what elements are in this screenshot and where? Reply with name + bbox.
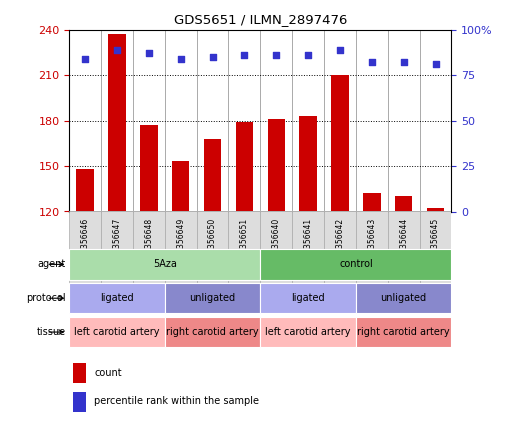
Text: left carotid artery: left carotid artery [265, 327, 351, 337]
Bar [356, 283, 451, 313]
Bar [261, 249, 451, 280]
Text: unligated: unligated [381, 293, 427, 303]
Bar [69, 212, 101, 286]
Bar [73, 392, 87, 412]
Bar [228, 212, 261, 286]
Text: GSM1356649: GSM1356649 [176, 217, 185, 269]
Text: GSM1356645: GSM1356645 [431, 217, 440, 269]
Text: control: control [339, 259, 373, 269]
Text: agent: agent [37, 259, 66, 269]
Text: unligated: unligated [189, 293, 235, 303]
Bar [261, 283, 356, 313]
Bar [165, 212, 196, 286]
Bar [165, 283, 261, 313]
Bar [69, 317, 165, 347]
Text: tissue: tissue [36, 327, 66, 337]
Bar [140, 125, 157, 212]
Point [176, 55, 185, 62]
Text: GSM1356646: GSM1356646 [81, 217, 90, 269]
Bar [427, 209, 444, 212]
Point [145, 50, 153, 57]
Text: GSM1356648: GSM1356648 [144, 217, 153, 269]
Text: GSM1356640: GSM1356640 [272, 217, 281, 269]
Bar [69, 283, 165, 313]
Title: GDS5651 / ILMN_2897476: GDS5651 / ILMN_2897476 [174, 13, 347, 26]
Point [431, 61, 440, 68]
Bar [108, 34, 126, 212]
Bar [331, 75, 349, 212]
Bar [420, 212, 451, 286]
Point [400, 59, 408, 66]
Text: GSM1356644: GSM1356644 [399, 217, 408, 269]
Bar [73, 363, 87, 383]
Bar [101, 212, 133, 286]
Text: ligated: ligated [291, 293, 325, 303]
Bar [356, 317, 451, 347]
Point [272, 52, 281, 58]
Bar [388, 212, 420, 286]
Text: right carotid artery: right carotid artery [166, 327, 259, 337]
Text: protocol: protocol [26, 293, 66, 303]
Text: GSM1356643: GSM1356643 [367, 217, 377, 269]
Point [240, 52, 248, 58]
Point [304, 52, 312, 58]
Text: GSM1356650: GSM1356650 [208, 217, 217, 269]
Bar [261, 317, 356, 347]
Bar [172, 162, 189, 212]
Bar [196, 212, 228, 286]
Text: percentile rank within the sample: percentile rank within the sample [94, 396, 259, 407]
Point [336, 46, 344, 53]
Bar [267, 119, 285, 212]
Bar [292, 212, 324, 286]
Bar [363, 193, 381, 212]
Text: ligated: ligated [100, 293, 134, 303]
Bar [165, 317, 261, 347]
Bar [324, 212, 356, 286]
Point [368, 59, 376, 66]
Text: GSM1356642: GSM1356642 [336, 217, 344, 269]
Bar [356, 212, 388, 286]
Text: GSM1356641: GSM1356641 [304, 217, 312, 269]
Text: right carotid artery: right carotid artery [358, 327, 450, 337]
Bar [235, 122, 253, 212]
Text: left carotid artery: left carotid artery [74, 327, 160, 337]
Bar [76, 169, 94, 212]
Point [81, 55, 89, 62]
Text: GSM1356647: GSM1356647 [112, 217, 122, 269]
Bar [395, 196, 412, 212]
Bar [204, 139, 221, 212]
Bar [300, 116, 317, 212]
Text: 5Aza: 5Aza [153, 259, 177, 269]
Bar [69, 249, 261, 280]
Text: count: count [94, 368, 122, 378]
Text: GSM1356651: GSM1356651 [240, 217, 249, 269]
Point [113, 46, 121, 53]
Bar [133, 212, 165, 286]
Point [208, 53, 216, 60]
Bar [261, 212, 292, 286]
